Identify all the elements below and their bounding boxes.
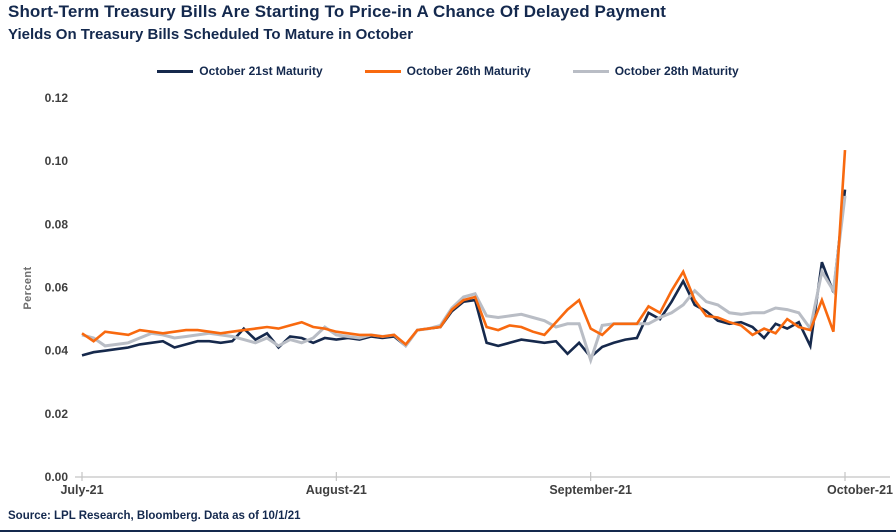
y-axis-tick-label: 0.06 (45, 281, 69, 295)
legend-label-oct21: October 21st Maturity (199, 64, 323, 78)
legend-line-swatch-gray (572, 69, 609, 73)
x-axis-tick-label: September-21 (549, 483, 632, 497)
legend-item-oct26: October 26th Maturity (364, 64, 531, 78)
legend-label-oct28: October 28th Maturity (614, 64, 739, 78)
y-axis-tick-label: 0.10 (45, 154, 69, 168)
legend-item-oct28: October 28th Maturity (572, 64, 739, 78)
y-axis-tick-label: 0.00 (45, 470, 69, 484)
series-line-october-28th-maturity (81, 195, 847, 365)
series-line-october-21st-maturity (81, 189, 847, 359)
y-axis-tick-label: 0.12 (45, 91, 69, 105)
y-axis-tick-label: 0.04 (45, 344, 69, 358)
y-axis-title: Percent (22, 266, 34, 309)
x-axis-tick-label: July-21 (60, 483, 103, 497)
legend-item-oct21: October 21st Maturity (157, 64, 323, 78)
bottom-border (0, 530, 896, 532)
legend-line-swatch-orange (364, 69, 401, 73)
legend-label-oct26: October 26th Maturity (406, 64, 531, 78)
y-axis-tick-label: 0.08 (45, 217, 69, 231)
legend: October 21st Maturity October 26th Matur… (0, 64, 896, 78)
series-line-october-26th-maturity (81, 150, 847, 347)
x-axis-tick-label: August-21 (306, 483, 367, 497)
y-axis-tick-label: 0.02 (45, 407, 69, 421)
legend-line-swatch-navy (157, 69, 194, 73)
chart-subtitle: Yields On Treasury Bills Scheduled To Ma… (8, 26, 414, 43)
chart-title: Short-Term Treasury Bills Are Starting T… (8, 2, 667, 21)
source-note: Source: LPL Research, Bloomberg. Data as… (8, 510, 301, 522)
x-axis-tick-label: October-21 (827, 483, 893, 497)
